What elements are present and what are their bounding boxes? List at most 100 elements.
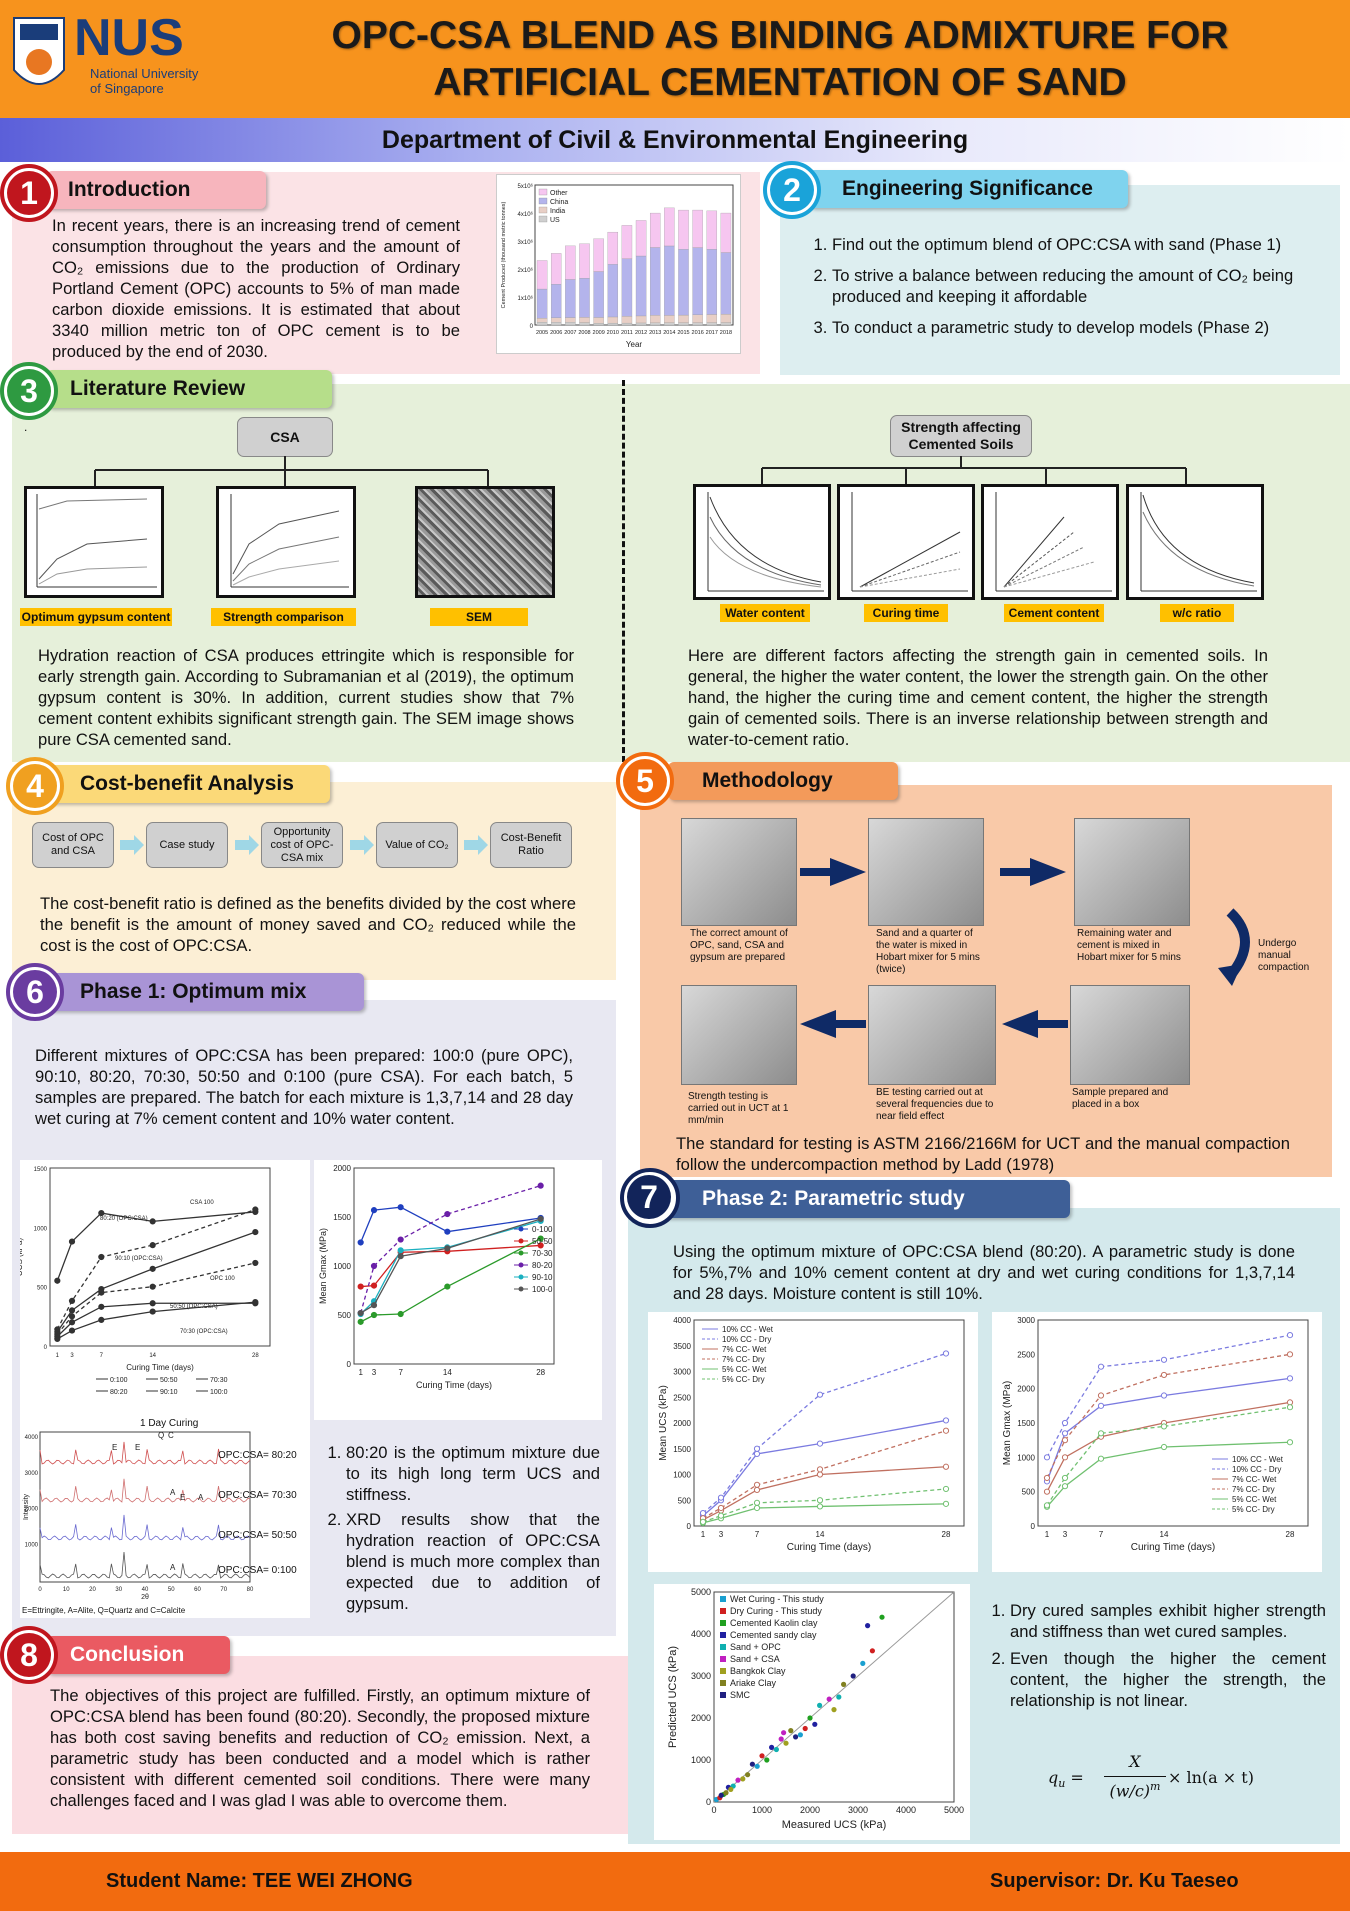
- caption-uct: Strength testing is carried out in UCT a…: [688, 1091, 789, 1126]
- flow-arrows: [120, 835, 488, 855]
- pred-xtick: 1000: [752, 1805, 772, 1815]
- pred-ytick: 4000: [691, 1629, 711, 1639]
- pred-point: [797, 1732, 803, 1738]
- xrd-peak-label: A: [198, 1493, 204, 1502]
- xrd-xtick: 40: [142, 1587, 149, 1593]
- s1-bar-segment: [635, 220, 647, 257]
- label-water-content: Water content: [720, 604, 810, 622]
- x-axis-label: Curing Time (days): [787, 1542, 871, 1553]
- data-point: [397, 1253, 404, 1260]
- data-point: [1061, 1419, 1069, 1427]
- s1-bar-segment: [664, 245, 675, 316]
- xrd-xlabel: 2θ: [141, 1594, 149, 1601]
- data-point: [1286, 1375, 1294, 1382]
- strength-tree-lines: [761, 456, 1187, 484]
- methodology-text: The standard for testing is ASTM 2166/21…: [676, 1134, 1290, 1174]
- literature-review-heading: Literature Review: [46, 370, 332, 408]
- data-point: [370, 1302, 378, 1309]
- phase1-text: Different mixtures of OPC:CSA has been p…: [35, 1046, 573, 1128]
- s1-bar-segment: [550, 253, 562, 285]
- s1-bar-segment: [607, 231, 619, 265]
- xrd-pattern: 0 10 20 30 40 50 60 70 80 1000 2000 3000 4000 2θ Inten…: [23, 1431, 254, 1601]
- pred-point: [749, 1761, 755, 1767]
- pred-point: [865, 1623, 871, 1629]
- s1-bar-segment: [635, 255, 647, 317]
- section-number-6: 6: [6, 963, 64, 1021]
- data-point: [149, 1218, 156, 1225]
- gmax-legend-label: 100-0: [532, 1285, 553, 1294]
- data-point: [816, 1466, 824, 1473]
- phase2-gmax-line-chart: 0 500 1000 1500 2000 2500 3000 1 3 7 14 28 Curing Ti…: [1002, 1316, 1309, 1553]
- pred-point: [723, 1790, 729, 1796]
- wc-ratio-curves: [1140, 492, 1257, 592]
- data-point: [98, 1316, 105, 1323]
- xrd-peak-label: E: [135, 1443, 140, 1452]
- xrd-ytick: 1000: [25, 1542, 39, 1548]
- ytick-label: 2000: [1017, 1385, 1035, 1394]
- data-point: [98, 1253, 105, 1261]
- xtick-label: 14: [443, 1368, 452, 1377]
- s1-bar-segment: [664, 322, 675, 326]
- pred-xtick: 5000: [944, 1805, 964, 1815]
- significance-item: Find out the optimum blend of OPC:CSA wi…: [832, 234, 1338, 255]
- label-optimum-gypsum: Optimum gypsum content: [20, 608, 172, 626]
- s1-bar-segment: [550, 322, 562, 326]
- s1-bar-segment: [579, 322, 590, 326]
- pred-xtick: 3000: [848, 1805, 868, 1815]
- flow-cost-opc-csa: Cost of OPC and CSA: [32, 822, 114, 868]
- caption-materials: The correct amount of OPC, sand, CSA and…: [690, 928, 788, 963]
- xrd-label-0100: OPC:CSA= 0:100: [218, 1565, 297, 1576]
- ucs-annotation: 90:10 (OPC:CSA): [115, 1256, 163, 1262]
- s1-bar-segment: [550, 317, 562, 323]
- gmax-legend-label: 80-20: [532, 1261, 553, 1270]
- pred-point: [841, 1681, 847, 1687]
- p2gmax-legend-label: 7% CC- Wet: [1232, 1475, 1277, 1484]
- phase2-item: Dry cured samples exhibit higher strengt…: [1010, 1600, 1326, 1642]
- wc-ratio-thumbnail: [1126, 484, 1264, 600]
- s1-xtick-label: 2016: [692, 330, 704, 336]
- ytick-label: 500: [1022, 1488, 1036, 1497]
- data-point: [444, 1245, 451, 1252]
- plot-frame: [1037, 1319, 1309, 1527]
- gypsum-chart-thumbnail: [24, 486, 164, 598]
- s1-legend-label: US: [550, 217, 560, 224]
- gmax-line-chart: 0 500 1000 1500 2000 1 3 7 14 28 Curing Time (days…: [318, 1164, 555, 1390]
- data-point: [699, 1518, 707, 1525]
- pred-point: [793, 1734, 799, 1740]
- ucs-annotation: 80:20 (OPC:CSA): [100, 1216, 148, 1222]
- gmax-legend-label: 0-100: [532, 1225, 553, 1234]
- gmax-legend-label: 90-10: [532, 1273, 553, 1282]
- ucs-annotation: 70:30 (OPC:CSA): [180, 1329, 228, 1335]
- ytick-label: 2000: [333, 1164, 351, 1173]
- data-point: [397, 1310, 404, 1318]
- pred-legend-label: Sand + CSA: [730, 1654, 780, 1664]
- photo-materials: [681, 818, 797, 926]
- data-point: [942, 1427, 950, 1434]
- data-point: [1097, 1402, 1105, 1409]
- s1-bar-segment: [621, 258, 633, 317]
- data-point: [816, 1503, 824, 1510]
- pred-legend-label: Wet Curing - This study: [730, 1594, 824, 1604]
- ucs-legend-label: 100:0: [210, 1389, 228, 1396]
- photo-sample-box: [1070, 985, 1190, 1085]
- cost-benefit-panel: [12, 782, 616, 980]
- ucs-legend-label: 90:10: [160, 1389, 178, 1396]
- pred-point: [759, 1753, 765, 1759]
- pred-legend-marker: [720, 1596, 726, 1602]
- caption-mixing-1: Sand and a quarter of the water is mixed…: [876, 928, 980, 975]
- xrd-peak-label: Q: [158, 1431, 164, 1440]
- pred-legend-marker: [720, 1644, 726, 1650]
- stray-dot: .: [24, 420, 28, 434]
- s1-xlabel: Year: [626, 340, 643, 349]
- data-point: [397, 1236, 404, 1243]
- pred-point: [735, 1777, 741, 1783]
- pred-ytick: 5000: [691, 1587, 711, 1597]
- xtick-label: 28: [1286, 1530, 1295, 1539]
- data-point: [444, 1210, 451, 1218]
- caption-be-testing: BE testing carried out at several freque…: [876, 1087, 994, 1122]
- photo-be-testing: [868, 985, 996, 1085]
- pred-legend-marker: [720, 1680, 726, 1686]
- ucs-chart: 0 500 1000 1500 1 3 7 14 28 Curing Time (days) UCS…: [15, 1160, 310, 1420]
- methodology-heading: Methodology: [668, 762, 898, 800]
- s1-bar-segment: [621, 225, 633, 259]
